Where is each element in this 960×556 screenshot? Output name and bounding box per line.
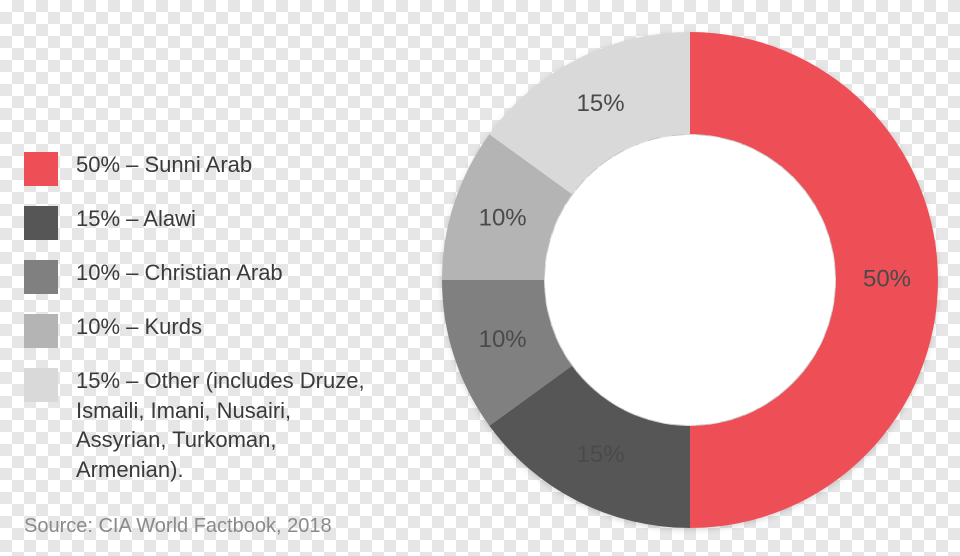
- legend-label: 10% – Kurds: [76, 312, 202, 342]
- legend-label: 15% – Other (includes Druze, Ismaili, Im…: [76, 366, 384, 485]
- legend-label: 50% – Sunni Arab: [76, 150, 252, 180]
- legend-label: 10% – Christian Arab: [76, 258, 283, 288]
- legend-item: 50% – Sunni Arab: [24, 150, 384, 186]
- source-text: Source: CIA World Factbook, 2018: [24, 515, 332, 538]
- donut-slice-label-other: 15%: [577, 90, 625, 117]
- legend-item: 15% – Alawi: [24, 204, 384, 240]
- legend-item: 10% – Christian Arab: [24, 258, 384, 294]
- donut-slice-label-alawi: 15%: [577, 441, 625, 468]
- donut-slice-label-christian: 10%: [479, 326, 527, 353]
- legend-swatch: [24, 152, 58, 186]
- donut-slice-label-sunni: 50%: [863, 265, 911, 292]
- donut-chart: 50% 15% 10% 10% 15%: [440, 30, 940, 530]
- legend-swatch: [24, 260, 58, 294]
- legend-item: 15% – Other (includes Druze, Ismaili, Im…: [24, 366, 384, 485]
- legend: 50% – Sunni Arab 15% – Alawi 10% – Christi…: [24, 150, 384, 503]
- legend-swatch: [24, 368, 58, 402]
- legend-swatch: [24, 206, 58, 240]
- legend-swatch: [24, 314, 58, 348]
- legend-item: 10% – Kurds: [24, 312, 384, 348]
- legend-label: 15% – Alawi: [76, 204, 196, 234]
- donut-hole: [545, 135, 835, 425]
- donut-slice-label-kurds: 10%: [479, 204, 527, 231]
